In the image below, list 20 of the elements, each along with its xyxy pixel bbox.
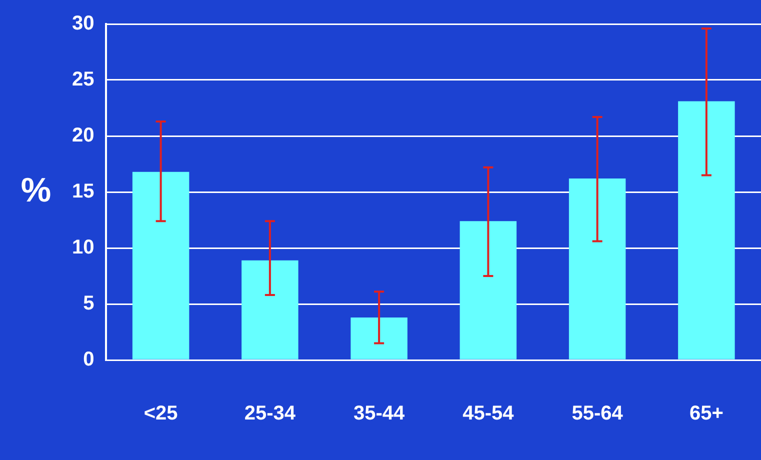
y-tick-label: 5 [83,292,94,315]
bar [460,221,517,360]
x-tick-label: 25-34 [244,402,296,425]
bar [350,317,408,360]
y-tick-label: 30 [72,12,94,35]
x-tick-label: 55-64 [572,402,624,425]
y-tick-label: 0 [83,348,94,371]
y-tick-label: 20 [72,124,94,147]
x-tick-label: 45-54 [462,402,515,425]
x-tick-label: 35-44 [353,402,406,425]
y-tick-label: 15 [72,180,94,203]
bar [568,178,626,360]
y-axis-title: % [20,171,52,210]
bar [678,101,735,360]
bar [132,172,190,360]
x-tick-label: <25 [144,402,178,425]
x-tick-label: 65+ [689,402,724,425]
y-tick-label: 25 [72,68,94,91]
bar [242,260,298,360]
y-tick-label: 10 [72,236,94,259]
